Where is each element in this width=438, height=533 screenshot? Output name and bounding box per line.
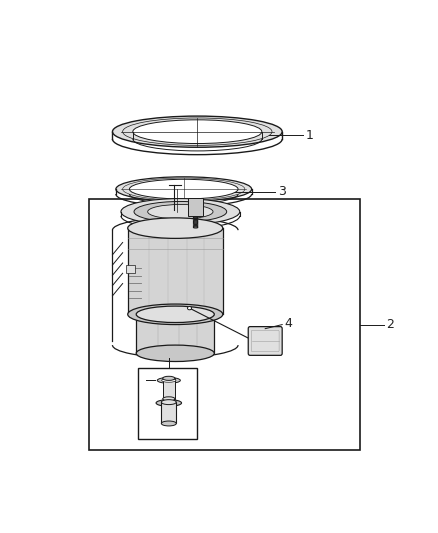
Bar (88, 199, 360, 450)
Bar (126, 265, 134, 273)
Ellipse shape (136, 345, 214, 361)
Bar (161, 402, 176, 424)
Text: 3: 3 (278, 185, 286, 198)
Ellipse shape (128, 304, 223, 325)
Ellipse shape (148, 205, 213, 219)
Ellipse shape (136, 306, 214, 322)
Bar (138, 368, 197, 440)
Ellipse shape (128, 218, 223, 238)
Bar (136, 314, 214, 353)
Ellipse shape (113, 116, 282, 147)
Ellipse shape (116, 177, 251, 201)
Ellipse shape (157, 377, 180, 383)
Text: 1: 1 (305, 129, 313, 142)
Ellipse shape (187, 306, 191, 310)
Text: 6: 6 (141, 374, 149, 387)
FancyBboxPatch shape (188, 198, 203, 216)
Ellipse shape (162, 397, 175, 401)
Ellipse shape (121, 199, 240, 225)
Ellipse shape (162, 376, 175, 381)
Text: 5: 5 (170, 350, 179, 362)
Ellipse shape (162, 378, 176, 382)
Ellipse shape (161, 400, 176, 405)
Ellipse shape (156, 400, 181, 406)
Ellipse shape (129, 179, 238, 199)
Text: 2: 2 (386, 318, 394, 331)
Ellipse shape (161, 421, 176, 426)
Ellipse shape (133, 120, 262, 143)
Text: 4: 4 (285, 317, 293, 330)
Bar (162, 378, 175, 399)
Bar (128, 228, 223, 314)
Ellipse shape (134, 201, 227, 222)
FancyBboxPatch shape (248, 327, 282, 356)
